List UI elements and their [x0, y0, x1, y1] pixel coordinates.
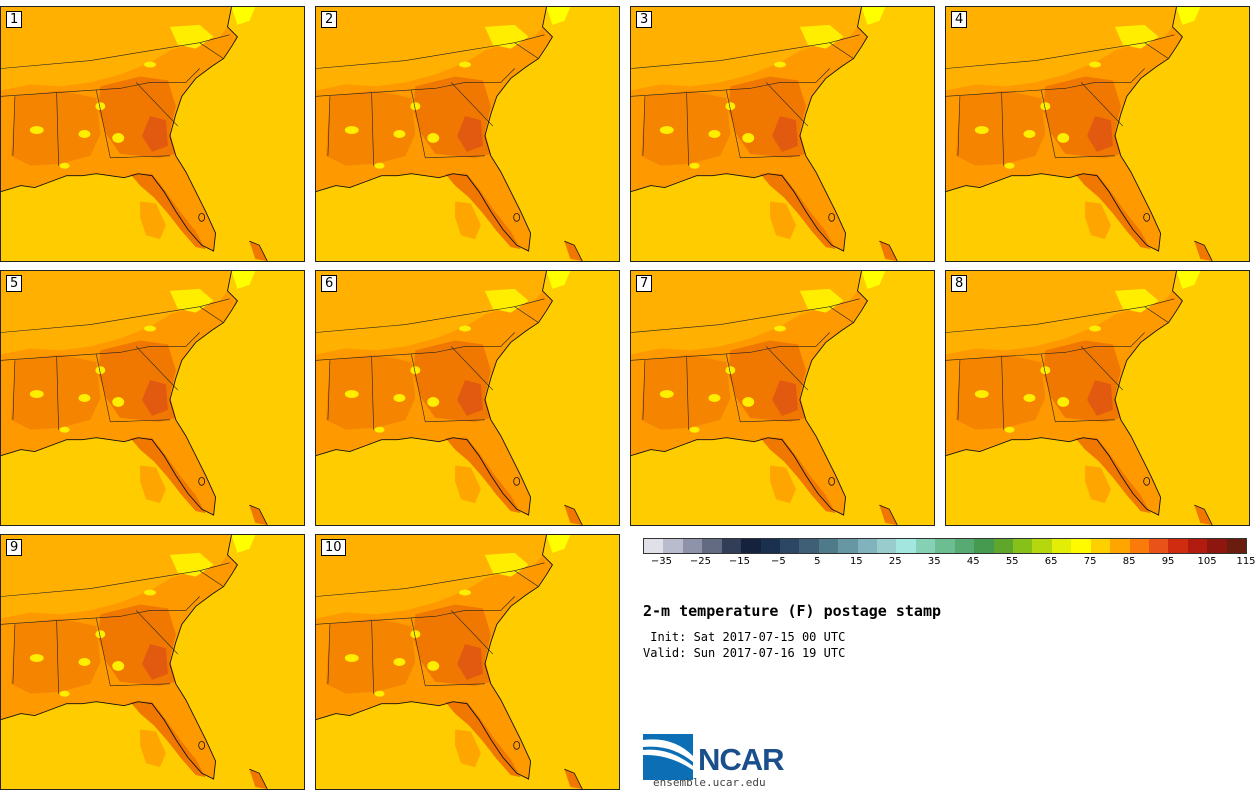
colorbar-cell	[1013, 539, 1033, 553]
colorbar-tick-label: 45	[966, 556, 980, 567]
colorbar-tick-label: 95	[1161, 556, 1175, 567]
colorbar-cell	[974, 539, 994, 553]
colorbar-cell	[896, 539, 916, 553]
colorbar-cell	[935, 539, 955, 553]
colorbar-cell	[1148, 539, 1169, 553]
logo-name: NCAR	[698, 742, 785, 777]
ensemble-member-map: 5	[0, 270, 305, 526]
member-number: 4	[951, 11, 968, 28]
member-number: 5	[6, 275, 23, 292]
colorbar-cell	[721, 539, 742, 553]
colorbar-cell	[1090, 539, 1111, 553]
colorbar-cell	[702, 539, 722, 553]
colorbar-cell	[954, 539, 975, 553]
member-number: 7	[636, 275, 653, 292]
member-number: 10	[321, 539, 346, 556]
colorbar-cell	[1051, 539, 1072, 553]
ensemble-member-map: 6	[315, 270, 620, 526]
colorbar-tick-label: 15	[849, 556, 863, 567]
colorbar-cell	[1226, 539, 1247, 553]
colorbar-cell	[915, 539, 936, 553]
temperature-map-icon	[1, 7, 268, 261]
member-number: 2	[321, 11, 338, 28]
member-number: 8	[951, 275, 968, 292]
ensemble-member-map: 4	[945, 6, 1250, 262]
colorbar-tick-label: 65	[1044, 556, 1058, 567]
colorbar-cell	[1168, 539, 1188, 553]
member-number: 9	[6, 539, 23, 556]
ncar-logo-icon	[643, 734, 693, 780]
temperature-map-icon	[1, 271, 268, 525]
colorbar-cell	[877, 539, 897, 553]
colorbar-cell	[741, 539, 761, 553]
colorbar-cell	[1110, 539, 1130, 553]
temperature-map-icon	[631, 271, 898, 525]
logo-url: ensemble.ucar.edu	[653, 776, 766, 789]
colorbar-cell	[1032, 539, 1052, 553]
chart-title: 2-m temperature (F) postage stamp	[643, 602, 942, 620]
temperature-map-icon	[316, 7, 583, 261]
colorbar-tick-label: −15	[728, 556, 750, 567]
colorbar-tick-label: −35	[650, 556, 673, 567]
temperature-map-icon	[316, 271, 583, 525]
valid-time: Valid: Sun 2017-07-16 19 UTC	[643, 646, 846, 660]
temperature-map-icon	[316, 535, 583, 789]
init-time: Init: Sat 2017-07-15 00 UTC	[643, 630, 846, 644]
ensemble-member-map: 8	[945, 270, 1250, 526]
temperature-map-icon	[1, 535, 268, 789]
colorbar-tick-label: 25	[888, 556, 902, 567]
colorbar-tick-label: 55	[1005, 556, 1019, 567]
member-number: 1	[6, 11, 23, 28]
colorbar-cell	[682, 539, 703, 553]
colorbar-cell	[644, 539, 664, 553]
colorbar-cell	[779, 539, 800, 553]
colorbar-tick-label: 75	[1083, 556, 1097, 567]
colorbar-tick-label: −25	[689, 556, 711, 567]
colorbar-cell	[663, 539, 683, 553]
colorbar-tick-label: 35	[927, 556, 941, 567]
colorbar-cell	[818, 539, 839, 553]
colorbar-tick-label: 85	[1122, 556, 1136, 567]
ensemble-member-map: 10	[315, 534, 620, 790]
temperature-map-icon	[946, 7, 1213, 261]
temperature-map-icon	[631, 7, 898, 261]
ensemble-member-map: 7	[630, 270, 935, 526]
temperature-colorbar	[643, 538, 1247, 554]
temperature-map-icon	[946, 271, 1213, 525]
colorbar-tick-label: −5	[771, 556, 786, 567]
colorbar-cell	[838, 539, 858, 553]
colorbar-cell	[993, 539, 1014, 553]
ensemble-member-map: 9	[0, 534, 305, 790]
colorbar-cell	[1071, 539, 1091, 553]
ensemble-member-map: 2	[315, 6, 620, 262]
colorbar-cell	[1187, 539, 1208, 553]
colorbar-cell	[1129, 539, 1149, 553]
colorbar-cell	[799, 539, 819, 553]
colorbar-ticks: −35 −25 −15 −5 5 15 25 35 45 55 65 75 85 95 105 115	[643, 556, 1256, 570]
colorbar-tick-label: 105	[1197, 556, 1217, 567]
colorbar-cell	[760, 539, 780, 553]
colorbar-cell	[857, 539, 878, 553]
member-number: 6	[321, 275, 338, 292]
ensemble-member-map: 3	[630, 6, 935, 262]
ensemble-member-map: 1	[0, 6, 305, 262]
member-number: 3	[636, 11, 653, 28]
colorbar-tick-label: 115	[1236, 556, 1256, 567]
colorbar-tick-label: 5	[814, 556, 821, 567]
colorbar-cell	[1207, 539, 1227, 553]
